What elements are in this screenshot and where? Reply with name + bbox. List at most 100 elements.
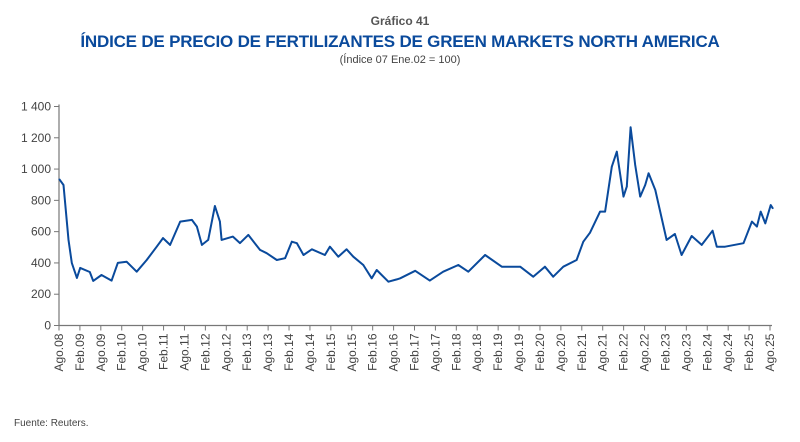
chart-title: ÍNDICE DE PRECIO DE FERTILIZANTES DE GRE… <box>80 32 720 51</box>
data-point <box>764 222 767 225</box>
data-point <box>169 244 171 246</box>
x-tick-label: Feb.15 <box>324 333 338 371</box>
data-point <box>582 240 585 243</box>
x-tick-label: Ago.14 <box>303 333 317 371</box>
x-tick-label: Feb.12 <box>198 333 212 371</box>
y-tick-label: 800 <box>31 193 51 207</box>
x-tick-label: Ago.08 <box>52 333 66 371</box>
data-point <box>500 265 503 268</box>
data-point <box>575 259 578 261</box>
data-point <box>629 126 632 129</box>
x-tick-label: Ago.10 <box>136 333 150 371</box>
y-tick-label: 400 <box>31 256 51 270</box>
x-tick-label: Feb.23 <box>658 333 672 371</box>
y-tick-label: 1 400 <box>21 100 51 114</box>
data-point <box>639 195 642 198</box>
chart-subtitle: (Índice 07 Ene.02 = 100) <box>339 54 461 66</box>
x-tick-label: Ago.19 <box>512 333 526 371</box>
data-point <box>604 210 606 213</box>
data-point <box>674 233 676 235</box>
x-tick-label: Feb.22 <box>617 333 631 371</box>
y-tick-label: 1 000 <box>21 162 51 176</box>
x-tick-label: Feb.14 <box>282 333 296 371</box>
x-tick-label: Ago.09 <box>94 333 108 371</box>
chart-number: Gráfico 41 <box>370 14 430 28</box>
y-tick-label: 200 <box>31 287 51 301</box>
data-point <box>665 239 668 241</box>
data-point <box>155 245 158 248</box>
data-point <box>145 259 148 261</box>
data-point <box>610 165 613 168</box>
data-point <box>89 271 91 273</box>
data-point <box>589 231 591 234</box>
data-point <box>239 242 241 244</box>
data-point <box>311 248 313 251</box>
data-point <box>345 248 348 251</box>
data-point <box>532 275 534 278</box>
data-point <box>302 254 305 256</box>
data-point <box>117 262 119 264</box>
data-point <box>324 254 326 256</box>
data-point <box>100 274 103 276</box>
data-point <box>76 277 78 279</box>
x-tick-label: Feb.19 <box>491 333 505 371</box>
data-point <box>162 237 164 239</box>
series-line <box>58 126 774 283</box>
data-point <box>259 249 261 251</box>
data-point <box>751 220 753 223</box>
data-point <box>265 252 268 255</box>
data-point <box>414 269 417 272</box>
y-tick-label: 1 200 <box>21 131 51 145</box>
data-point <box>125 260 128 263</box>
data-point <box>291 240 293 243</box>
data-point <box>484 254 486 256</box>
data-point <box>711 229 714 232</box>
data-point <box>467 270 470 273</box>
x-tick-label: Feb.16 <box>366 333 380 371</box>
x-tick-label: Ago.11 <box>177 333 191 370</box>
x-tick-label: Ago.12 <box>219 333 233 371</box>
data-point <box>79 267 82 269</box>
x-tick-label: Ago.21 <box>596 333 610 371</box>
data-point <box>196 225 198 228</box>
y-tick-label: 0 <box>44 319 51 333</box>
x-tick-label: Feb.17 <box>408 333 422 371</box>
x-tick-label: Ago.18 <box>470 333 484 371</box>
data-point <box>622 195 625 198</box>
data-point <box>387 280 390 283</box>
x-tick-label: Ago.25 <box>763 333 777 371</box>
data-point <box>442 270 445 273</box>
x-tick-label: Ago.16 <box>387 333 401 371</box>
y-tick-label: 600 <box>31 225 51 239</box>
data-point <box>429 279 431 282</box>
data-point <box>552 275 555 278</box>
x-tick-label: Feb.21 <box>575 333 589 371</box>
data-point <box>399 277 401 280</box>
data-point <box>724 245 726 248</box>
data-point <box>337 255 340 258</box>
data-point <box>700 244 703 246</box>
x-tick-label: Ago.22 <box>638 333 652 371</box>
data-point <box>92 280 94 282</box>
data-point <box>191 219 193 221</box>
data-point <box>616 150 618 153</box>
data-point <box>62 184 65 186</box>
data-point <box>644 184 647 186</box>
data-point <box>769 204 772 206</box>
x-tick-label: Feb.18 <box>449 333 463 371</box>
x-tick-label: Feb.10 <box>115 333 129 371</box>
data-point <box>375 269 378 271</box>
x-tick-label: Ago.17 <box>428 333 442 371</box>
data-point <box>626 185 628 188</box>
x-tick-label: Feb.25 <box>742 333 756 371</box>
data-point <box>201 244 203 246</box>
data-point <box>67 239 70 241</box>
data-point <box>772 207 774 210</box>
data-point <box>352 255 355 258</box>
data-point <box>634 164 637 166</box>
data-point <box>71 262 73 264</box>
source-note: Fuente: Reuters. <box>14 418 89 429</box>
x-tick-label: Feb.11 <box>157 333 171 370</box>
data-point <box>362 264 365 266</box>
